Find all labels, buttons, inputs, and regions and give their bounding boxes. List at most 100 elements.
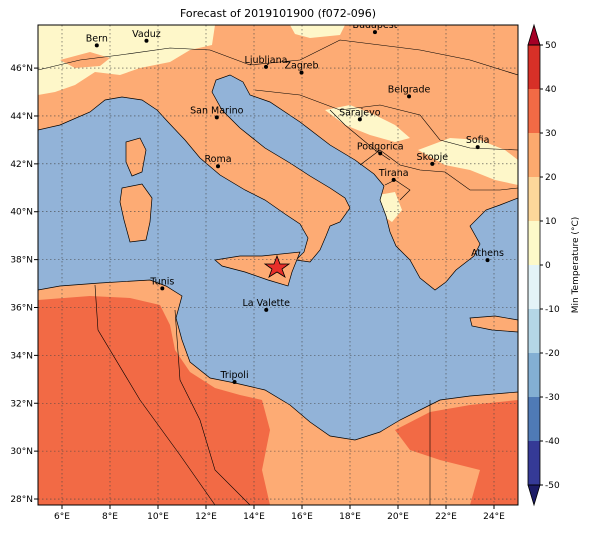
city-label: Tripoli [220, 370, 249, 381]
patch [60, 52, 110, 68]
border [329, 109, 391, 161]
y-tick-label: 34°N [10, 351, 33, 361]
border [254, 89, 518, 151]
alps-area [38, 25, 215, 95]
colorbar-tick-label: 40 [545, 85, 557, 95]
colorbar-extend-under [527, 484, 541, 507]
hot-area [38, 296, 270, 505]
city-dot [94, 43, 99, 48]
city-label: Skopje [417, 152, 449, 163]
x-tick-label: 22°E [435, 512, 457, 522]
colorbar-tick-label: -40 [545, 437, 560, 447]
x-tick-label: 24°E [483, 512, 505, 522]
y-tick-label: 42°N [10, 160, 33, 170]
colorbar-tick-label: -30 [545, 393, 560, 403]
colorbar-bin [528, 221, 540, 265]
city-dot [407, 94, 412, 99]
colorbar-tick-label: -20 [545, 349, 560, 359]
colorbar-bin [528, 309, 540, 353]
y-tick-label: 36°N [10, 303, 33, 313]
x-tick-label: 6°E [54, 512, 70, 522]
corsica [125, 137, 147, 177]
colorbar-bin [528, 441, 540, 485]
city-dot [216, 164, 220, 169]
colorbar-tick-label: -10 [545, 305, 560, 315]
border [94, 284, 216, 505]
city-label: Podgorica [357, 141, 404, 152]
axis-ticks: 6°E 8°E 10°E 12°E 14°E 16°E 18°E 20°E 22°E 24°E 28… [10, 64, 505, 522]
city-label: Roma [204, 154, 231, 165]
colorbar-tick-label: 20 [545, 173, 557, 183]
city-label: Zagreb [285, 61, 319, 72]
city-label: Tirana [378, 168, 409, 179]
y-tick-label: 46°N [10, 64, 33, 74]
city-label: Budapest [352, 20, 397, 31]
colorbar: -50 -40 -30 -20 -10 0 10 20 30 40 50 Min Temperatur… [527, 23, 581, 507]
colorbar-bin [528, 45, 540, 89]
border [174, 309, 251, 505]
border [359, 149, 518, 191]
colorbar-tick-label: 10 [545, 217, 557, 227]
colorbar-tick-label: -50 [545, 481, 560, 491]
forecast-point-star [263, 254, 291, 278]
colorbar-bin [528, 89, 540, 133]
title: Forecast of 2019101900 (f072-096) [180, 7, 376, 20]
city-dot [160, 286, 165, 291]
bosnia-area [325, 105, 410, 142]
sardinia [119, 183, 153, 243]
x-tick-label: 10°E [147, 512, 169, 522]
border [384, 179, 411, 201]
y-tick-label: 40°N [10, 208, 33, 218]
y-tick-label: 44°N [10, 112, 33, 122]
city-label: Vaduz [132, 29, 161, 40]
colorbar-bin [528, 133, 540, 177]
city-dot [391, 177, 396, 182]
city-label: San Marino [190, 105, 243, 116]
city-label: Sofia [466, 135, 490, 146]
city-label: La Valette [242, 298, 290, 309]
x-tick-label: 12°E [195, 512, 217, 522]
colorbar-tick-label: 0 [545, 261, 551, 271]
city-dot [299, 70, 304, 75]
colorbar-label: Min Temperature (°C) [571, 217, 581, 314]
x-tick-label: 14°E [243, 512, 265, 522]
colorbar-tick-label: 50 [545, 41, 557, 51]
bulgaria-area [418, 138, 518, 185]
city-dot [430, 161, 435, 166]
city-dot [232, 379, 237, 384]
crete [469, 315, 518, 333]
city-dot [144, 38, 149, 43]
y-tick-label: 28°N [10, 495, 33, 505]
y-tick-label: 32°N [10, 399, 33, 409]
north-area [290, 25, 345, 38]
colorbar-extend-over [527, 23, 541, 46]
city-label: Sarajevo [339, 107, 381, 118]
city-dot [475, 145, 480, 150]
city-label: Belgrade [388, 84, 431, 95]
colorbar-tick-label: 30 [545, 129, 557, 139]
city-dot [357, 117, 362, 122]
y-tick-label: 38°N [10, 256, 33, 266]
city-dot [372, 30, 377, 35]
city-dot [264, 64, 268, 69]
colorbar-bin [528, 353, 540, 397]
x-tick-label: 16°E [291, 512, 313, 522]
city-label: Athens [471, 248, 504, 259]
colorbar-bin [528, 397, 540, 441]
city-dot [378, 151, 383, 156]
x-tick-label: 8°E [102, 512, 118, 522]
city-label: Ljubljana [245, 55, 288, 66]
hot-area [395, 400, 518, 505]
city-dot [264, 307, 269, 312]
y-tick-label: 30°N [10, 447, 33, 457]
city-dot [485, 258, 490, 263]
colorbar-bin [528, 265, 540, 309]
city-dot [214, 115, 219, 120]
map-frame [37, 24, 519, 506]
x-tick-label: 20°E [387, 512, 409, 522]
border [38, 39, 518, 76]
